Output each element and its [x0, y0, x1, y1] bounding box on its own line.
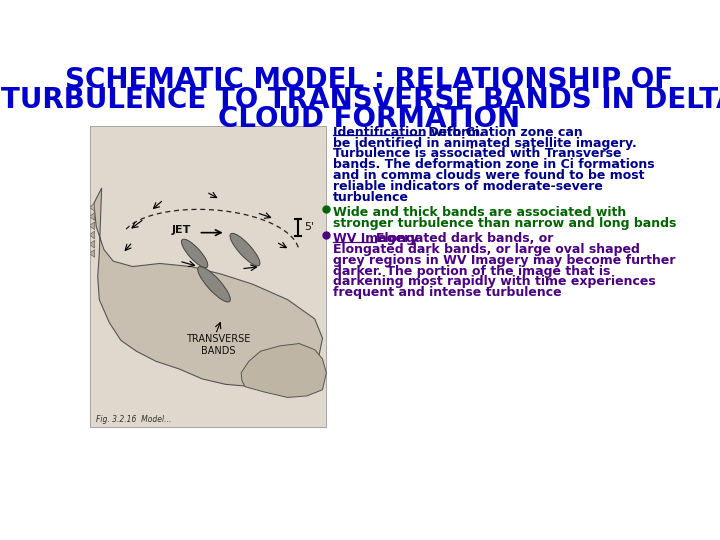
- Text: bands. The deformation zone in Ci formations: bands. The deformation zone in Ci format…: [333, 158, 654, 171]
- Polygon shape: [89, 222, 94, 230]
- Text: Elongated dark bands, or: Elongated dark bands, or: [377, 232, 554, 245]
- Text: darkening most rapidly with time experiences: darkening most rapidly with time experie…: [333, 275, 655, 288]
- Text: stronger turbulence than narrow and long bands: stronger turbulence than narrow and long…: [333, 217, 676, 230]
- Text: darker. The portion of the image that is: darker. The portion of the image that is: [333, 265, 610, 278]
- Text: Wide and thick bands are associated with: Wide and thick bands are associated with: [333, 206, 626, 219]
- Polygon shape: [89, 213, 94, 220]
- Text: Deformation zone can: Deformation zone can: [424, 126, 583, 139]
- Polygon shape: [241, 343, 326, 397]
- Text: TURBULENCE TO TRANSVERSE BANDS IN DELTA: TURBULENCE TO TRANSVERSE BANDS IN DELTA: [1, 85, 720, 113]
- Text: be identified in animated satellite imagery.: be identified in animated satellite imag…: [333, 137, 636, 150]
- Text: 5': 5': [304, 222, 314, 232]
- Text: Turbulence is associated with Transverse: Turbulence is associated with Transverse: [333, 147, 621, 160]
- Text: frequent and intense turbulence: frequent and intense turbulence: [333, 286, 561, 299]
- Text: SCHEMATIC MODEL : RELATIONSHIP OF: SCHEMATIC MODEL : RELATIONSHIP OF: [65, 66, 673, 94]
- Text: WV Imagery: WV Imagery: [333, 232, 423, 245]
- Text: Identification with Ci.: Identification with Ci.: [333, 126, 483, 139]
- Text: and in comma clouds were found to be most: and in comma clouds were found to be mos…: [333, 170, 644, 183]
- Text: Fig. 3.2.16  Model...: Fig. 3.2.16 Model...: [96, 415, 171, 424]
- Text: turbulence: turbulence: [333, 191, 408, 204]
- Polygon shape: [89, 240, 94, 248]
- Text: JET: JET: [172, 225, 191, 235]
- Polygon shape: [89, 231, 94, 239]
- Text: reliable indicators of moderate-severe: reliable indicators of moderate-severe: [333, 180, 603, 193]
- Polygon shape: [94, 188, 323, 387]
- FancyBboxPatch shape: [90, 126, 326, 427]
- Polygon shape: [89, 249, 94, 257]
- Ellipse shape: [230, 233, 260, 266]
- Text: TRANSVERSE
BANDS: TRANSVERSE BANDS: [186, 334, 250, 356]
- Text: grey regions in WV Imagery may become further: grey regions in WV Imagery may become fu…: [333, 254, 675, 267]
- Ellipse shape: [181, 239, 208, 268]
- Text: Elongated dark bands, or large oval shaped: Elongated dark bands, or large oval shap…: [333, 242, 639, 255]
- Text: CLOUD FORMATION: CLOUD FORMATION: [218, 105, 520, 133]
- Polygon shape: [89, 204, 94, 211]
- Ellipse shape: [198, 267, 230, 302]
